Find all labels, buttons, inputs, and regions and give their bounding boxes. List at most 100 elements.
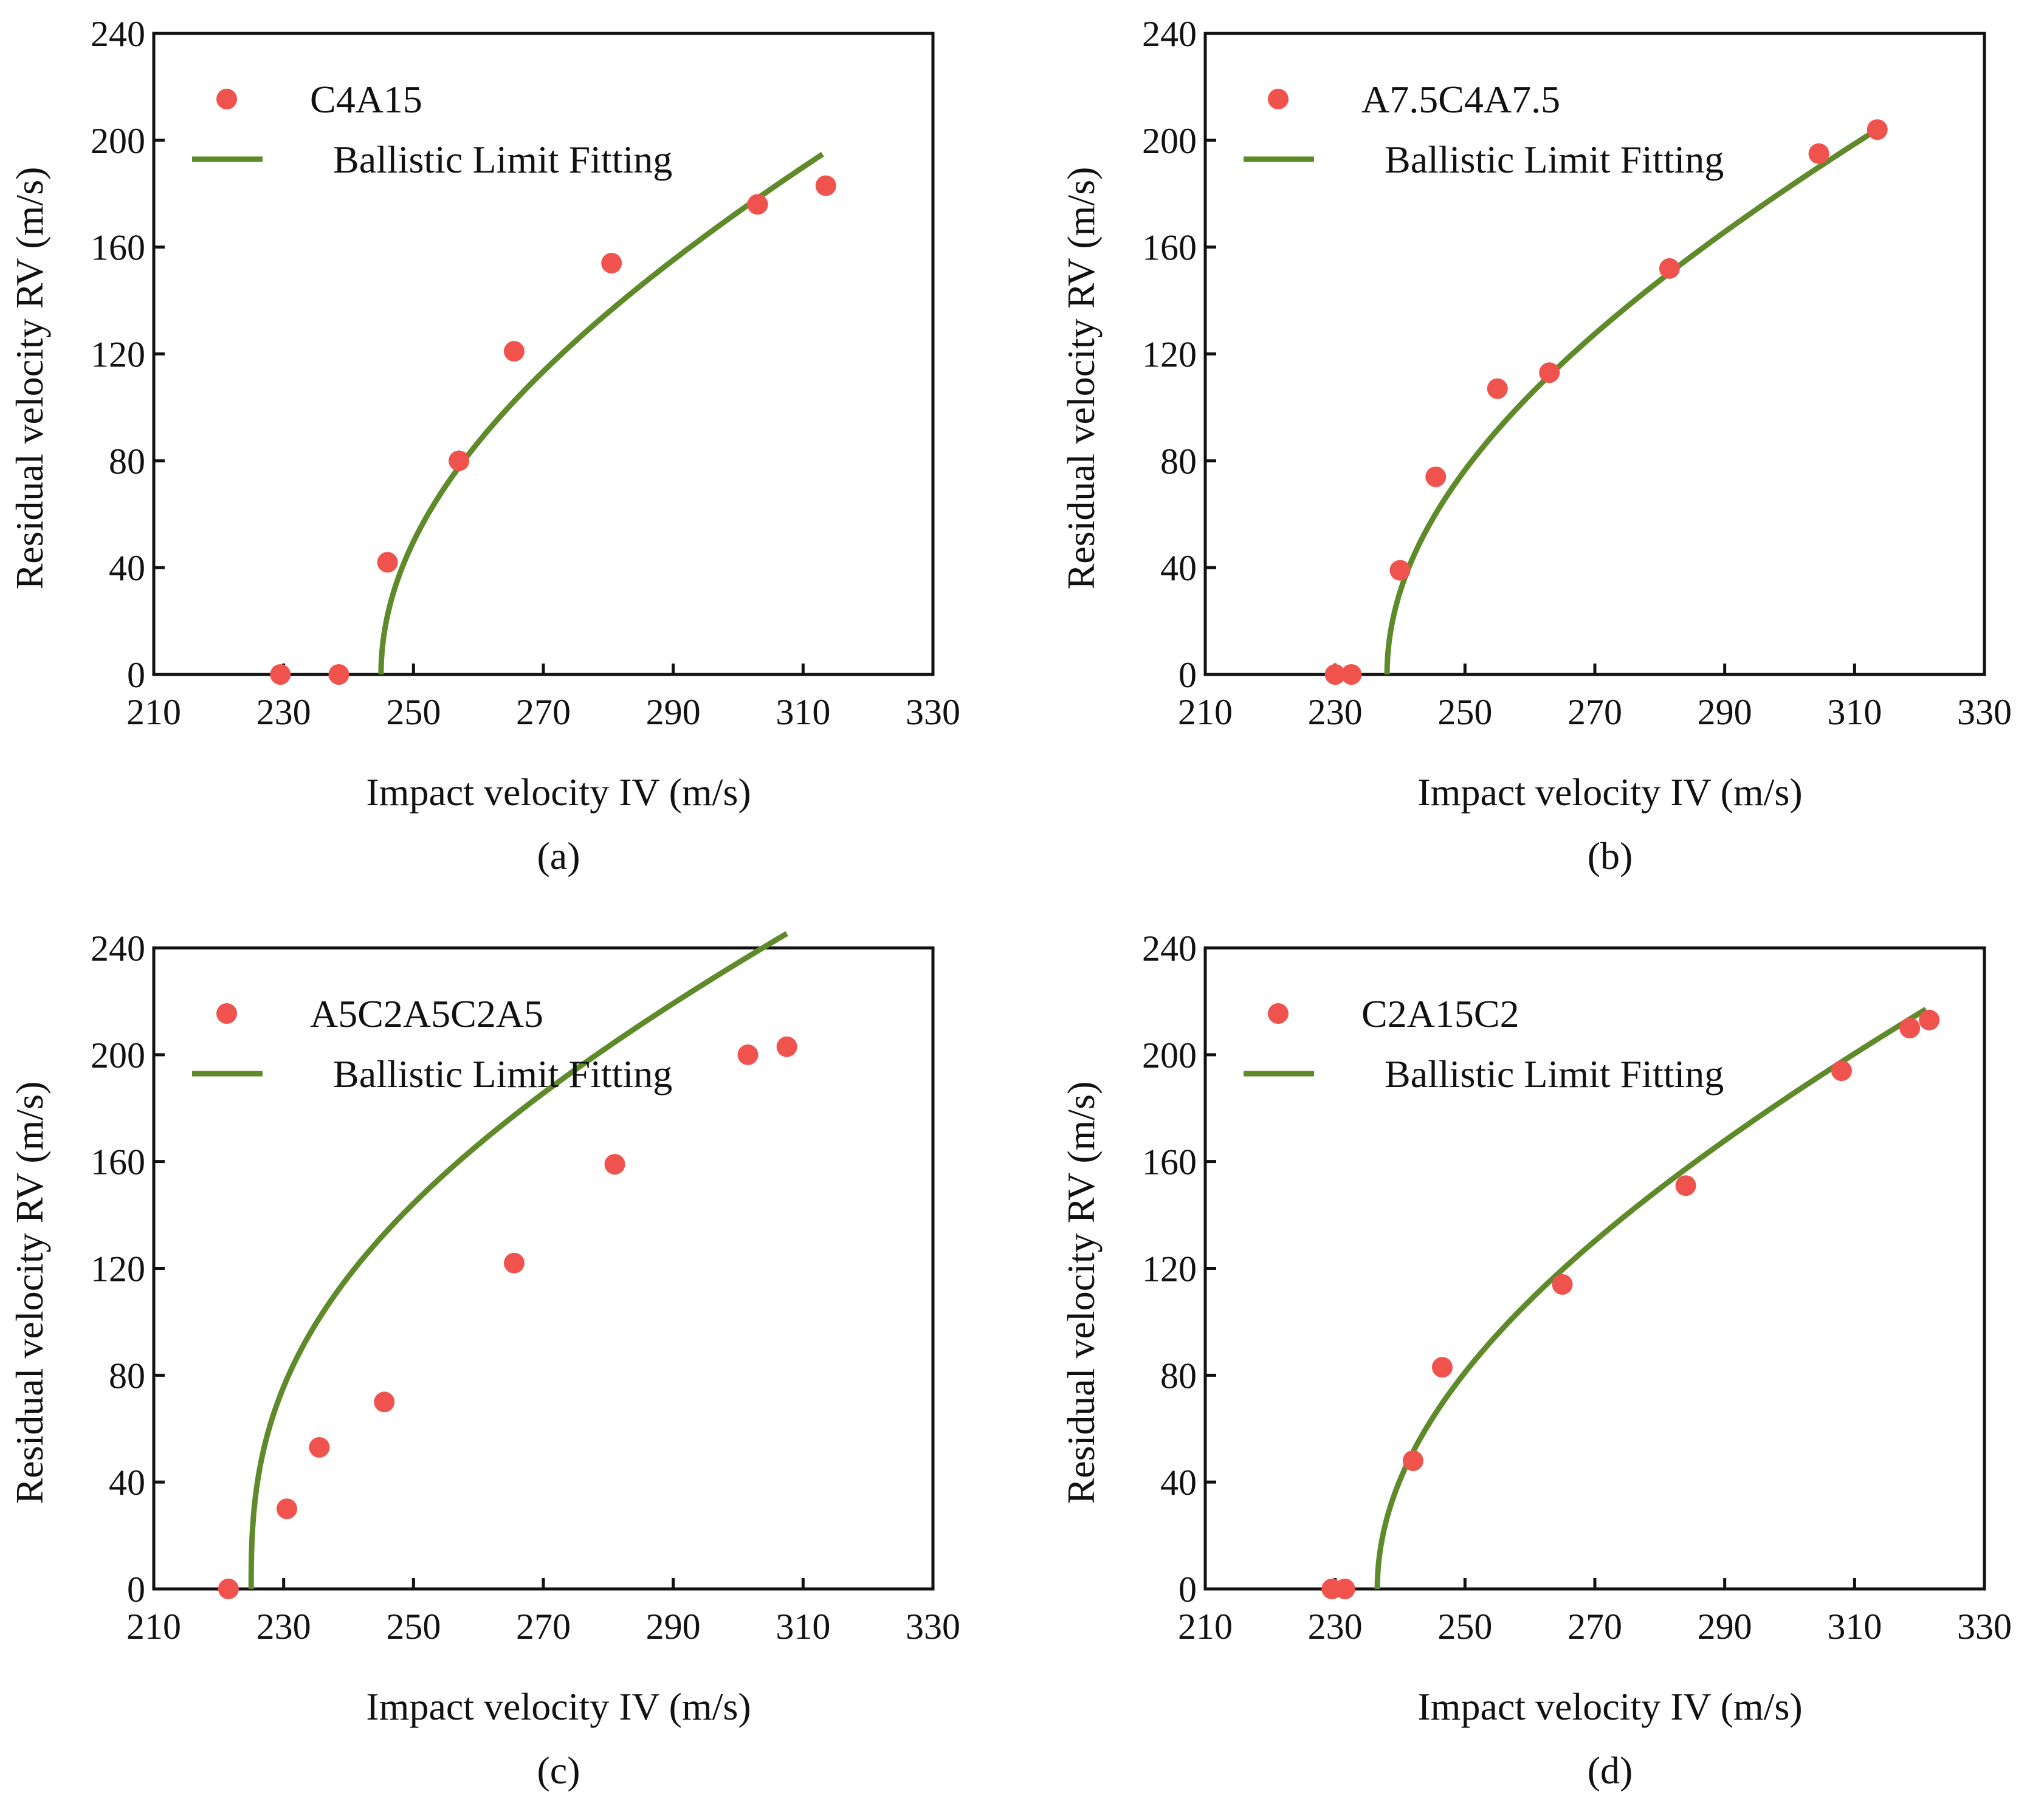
y-tick-label: 40 (1160, 1463, 1197, 1503)
data-point (277, 1498, 298, 1520)
data-point (449, 450, 470, 472)
data-point (328, 664, 349, 685)
y-tick-label: 40 (1160, 548, 1197, 588)
data-point (1487, 378, 1508, 399)
y-tick-label: 160 (1142, 1142, 1197, 1182)
y-tick-label: 40 (109, 1463, 145, 1503)
data-point (1341, 664, 1362, 685)
panel-caption: (d) (1588, 1749, 1633, 1792)
legend-label-fit: Ballistic Limit Fitting (1385, 1052, 1724, 1096)
data-point (1919, 1009, 1940, 1031)
y-tick-label: 120 (91, 335, 145, 375)
data-point (309, 1437, 330, 1458)
fit-curve (248, 931, 788, 1590)
legend-label-fit: Ballistic Limit Fitting (333, 1052, 672, 1096)
x-tick-label: 330 (1957, 692, 2012, 732)
y-tick-label: 0 (1179, 1569, 1197, 1610)
y-tick-label: 80 (109, 1356, 145, 1396)
data-point (377, 552, 398, 573)
data-point (1539, 362, 1560, 383)
data-point (776, 1036, 797, 1057)
x-tick-label: 250 (386, 692, 441, 732)
x-tick-label: 210 (126, 692, 181, 732)
y-tick-label: 0 (127, 655, 145, 695)
x-axis-title: Impact velocity IV (m/s) (366, 1685, 751, 1728)
x-tick-label: 310 (1827, 692, 1882, 732)
y-tick-label: 160 (1142, 228, 1197, 268)
data-point (737, 1044, 759, 1065)
legend-label-fit: Ballistic Limit Fitting (333, 138, 672, 181)
y-tick-label: 80 (109, 441, 145, 481)
y-tick-label: 160 (91, 1142, 145, 1182)
y-tick-label: 200 (1142, 121, 1197, 161)
data-point (1552, 1274, 1573, 1295)
y-axis-title: Residual velocity RV (m/s) (1059, 167, 1103, 590)
x-tick-label: 250 (386, 1607, 441, 1647)
y-tick-label: 80 (1160, 1356, 1197, 1396)
x-tick-label: 270 (516, 692, 571, 732)
x-tick-label: 290 (1698, 692, 1752, 732)
x-tick-label: 270 (1567, 692, 1622, 732)
x-tick-label: 290 (1698, 1607, 1752, 1647)
y-tick-label: 160 (91, 228, 145, 268)
data-point (604, 1154, 625, 1175)
legend-marker-points (216, 1003, 237, 1024)
y-tick-label: 40 (109, 548, 145, 588)
data-point (218, 1579, 239, 1599)
chart-panel-a: 210 230 250 270 290 310 330 0 40 80 120 160 200 240 Im… (0, 0, 1022, 901)
data-point (1425, 466, 1447, 487)
data-point (815, 175, 836, 196)
legend: A7.5C4A7.5 Ballistic Limit Fitting (1244, 78, 1724, 181)
x-tick-label: 310 (776, 1607, 830, 1647)
legend-label-points: A7.5C4A7.5 (1361, 78, 1560, 121)
x-tick-label: 330 (1957, 1607, 2012, 1647)
x-axis-title: Impact velocity IV (m/s) (1417, 1685, 1802, 1728)
y-tick-label: 120 (91, 1249, 145, 1289)
y-axis-title: Residual velocity RV (m/s) (1059, 1082, 1103, 1504)
x-tick-label: 330 (906, 1607, 960, 1647)
chart-svg: 210 230 250 270 290 310 330 0 40 80 120 160 200 240 Im… (1059, 14, 2012, 877)
y-tick-label: 0 (1179, 655, 1197, 695)
legend-label-points: C4A15 (310, 78, 422, 121)
data-point (1324, 664, 1346, 685)
panel-caption: (c) (537, 1749, 580, 1792)
legend-marker-points (216, 89, 237, 109)
data-point (1334, 1579, 1355, 1599)
x-tick-label: 270 (1567, 1607, 1622, 1647)
chart-svg: 210 230 250 270 290 310 330 0 40 80 120 160 200 240 Im… (8, 928, 960, 1792)
y-tick-label: 200 (91, 121, 145, 161)
legend-marker-points (1268, 89, 1289, 109)
x-tick-label: 210 (126, 1607, 181, 1647)
x-tick-label: 210 (1178, 692, 1233, 732)
y-axis-title: Residual velocity RV (m/s) (8, 167, 51, 590)
x-tick-label: 210 (1178, 1607, 1233, 1647)
y-tick-label: 0 (127, 1569, 145, 1610)
y-tick-label: 240 (91, 928, 145, 969)
y-axis-title: Residual velocity RV (m/s) (8, 1082, 51, 1504)
plot-frame (152, 32, 935, 676)
data-point (1431, 1357, 1453, 1378)
fit-curve (1384, 129, 1876, 675)
y-tick-label: 240 (91, 14, 145, 54)
chart-svg: 210 230 250 270 290 310 330 0 40 80 120 160 200 240 Im… (8, 14, 960, 877)
y-tick-label: 80 (1160, 441, 1197, 481)
chart-svg: 210 230 250 270 290 310 330 0 40 80 120 160 200 240 Im… (1059, 928, 2012, 1792)
y-tick-label: 200 (1142, 1035, 1197, 1075)
chart-panel-b: 210 230 250 270 290 310 330 0 40 80 120 160 200 240 Im… (1051, 0, 2044, 901)
x-tick-label: 290 (646, 1607, 701, 1647)
legend: C2A15C2 Ballistic Limit Fitting (1244, 992, 1724, 1096)
data-point (601, 253, 622, 274)
x-tick-label: 310 (776, 692, 830, 732)
data-point (1659, 258, 1680, 279)
y-tick-label: 200 (91, 1035, 145, 1075)
data-point (1389, 560, 1411, 581)
x-axis-title: Impact velocity IV (m/s) (1417, 770, 1802, 814)
legend: A5C2A5C2A5 Ballistic Limit Fitting (192, 992, 672, 1096)
chart-panel-c: 210 230 250 270 290 310 330 0 40 80 120 160 200 240 Im… (0, 914, 1022, 1801)
data-point (1831, 1060, 1852, 1082)
y-tick-label: 120 (1142, 1249, 1197, 1289)
x-axis-title: Impact velocity IV (m/s) (366, 770, 751, 814)
plot-frame (152, 946, 935, 1591)
x-tick-label: 310 (1827, 1607, 1882, 1647)
